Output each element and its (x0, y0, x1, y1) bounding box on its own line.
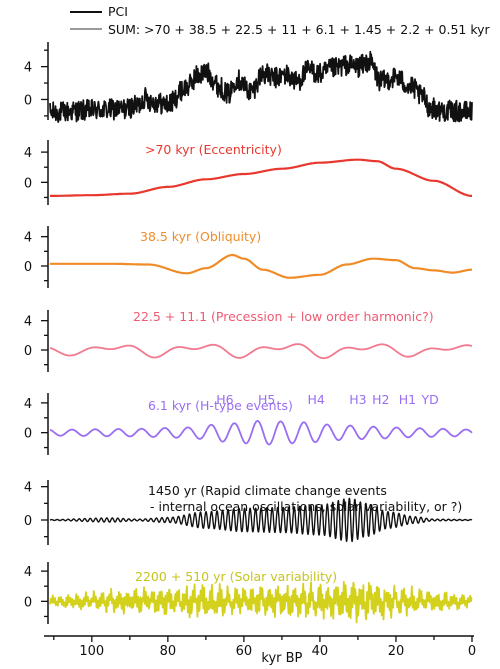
panel-label-prec: 22.5 + 11.1 (Precession + low order harm… (133, 309, 434, 324)
panel-label-obl: 38.5 kyr (Obliquity) (140, 229, 261, 244)
series-line-rapid (49, 497, 473, 543)
x-tick-label-20: 20 (388, 644, 405, 659)
x-tick-label-0: 0 (468, 644, 476, 659)
event-label-h1: H1 (399, 392, 416, 407)
panel-h: 4 0 6.1 kyr (H-type events)H6 H5 H4 H3 H2 H1 YD (24, 392, 473, 455)
panel-label-solar: 2200 + 510 yr (Solar variability) (135, 569, 337, 584)
series-line-obl (50, 253, 472, 279)
y-tick-label-obl-4: 4 (24, 231, 32, 246)
series-line-pci (49, 50, 473, 123)
panel-ecc: 4 0 >70 kyr (Eccentricity) (24, 140, 472, 205)
panel-obl: 4 0 38.5 kyr (Obliquity) (24, 226, 472, 288)
event-label-h2: H2 (372, 392, 389, 407)
panel-label-ecc: >70 kyr (Eccentricity) (145, 142, 282, 157)
event-label-h6: H6 (216, 392, 233, 407)
y-tick-label-pci-0: 0 (24, 93, 32, 108)
x-tick-label-60: 60 (236, 644, 253, 659)
y-tick-label-solar-0: 0 (24, 595, 32, 610)
legend: PCI SUM: >70 + 38.5 + 22.5 + 11 + 6.1 + … (70, 4, 491, 37)
event-label-h4: H4 (307, 392, 324, 407)
y-tick-label-obl-0: 0 (24, 260, 32, 275)
panel-prec: 4 0 22.5 + 11.1 (Precession + low order ha… (24, 309, 473, 372)
legend-label-sum: SUM: >70 + 38.5 + 22.5 + 11 + 6.1 + 1.45… (108, 22, 491, 37)
panel-label-h: 6.1 kyr (H-type events) (148, 398, 293, 413)
y-tick-label-h-0: 0 (24, 427, 32, 442)
x-tick-label-100: 100 (79, 644, 104, 659)
x-tick-label-80: 80 (160, 644, 177, 659)
event-label-yd: YD (421, 392, 439, 407)
y-tick-label-h-4: 4 (24, 397, 32, 412)
series-line-prec (49, 343, 473, 360)
x-axis: 100 80 60 40 20 0 kyr BP (44, 635, 476, 666)
x-axis-label: kyr BP (261, 651, 302, 666)
event-label-h5: H5 (258, 392, 275, 407)
y-tick-label-prec-0: 0 (24, 344, 32, 359)
y-tick-label-solar-4: 4 (24, 565, 32, 580)
y-tick-label-pci-4: 4 (24, 61, 32, 76)
y-tick-label-prec-4: 4 (24, 315, 32, 330)
y-tick-label-rapid-4: 4 (24, 481, 32, 496)
series-line-solar (49, 580, 473, 624)
series-line-h (49, 420, 473, 446)
y-tick-label-rapid-0: 0 (24, 514, 32, 529)
y-tick-label-ecc-0: 0 (24, 176, 32, 191)
legend-label-pci: PCI (108, 4, 128, 19)
panel-label-rapid: 1450 yr (Rapid climate change events (148, 483, 387, 498)
y-tick-label-ecc-4: 4 (24, 146, 32, 161)
panel-pci: 40 (24, 42, 473, 123)
panel-solar: 4 0 2200 + 510 yr (Solar variability) (24, 562, 473, 624)
x-tick-label-40: 40 (312, 644, 329, 659)
series-line-ecc (50, 158, 472, 197)
event-label-h3: H3 (349, 392, 366, 407)
